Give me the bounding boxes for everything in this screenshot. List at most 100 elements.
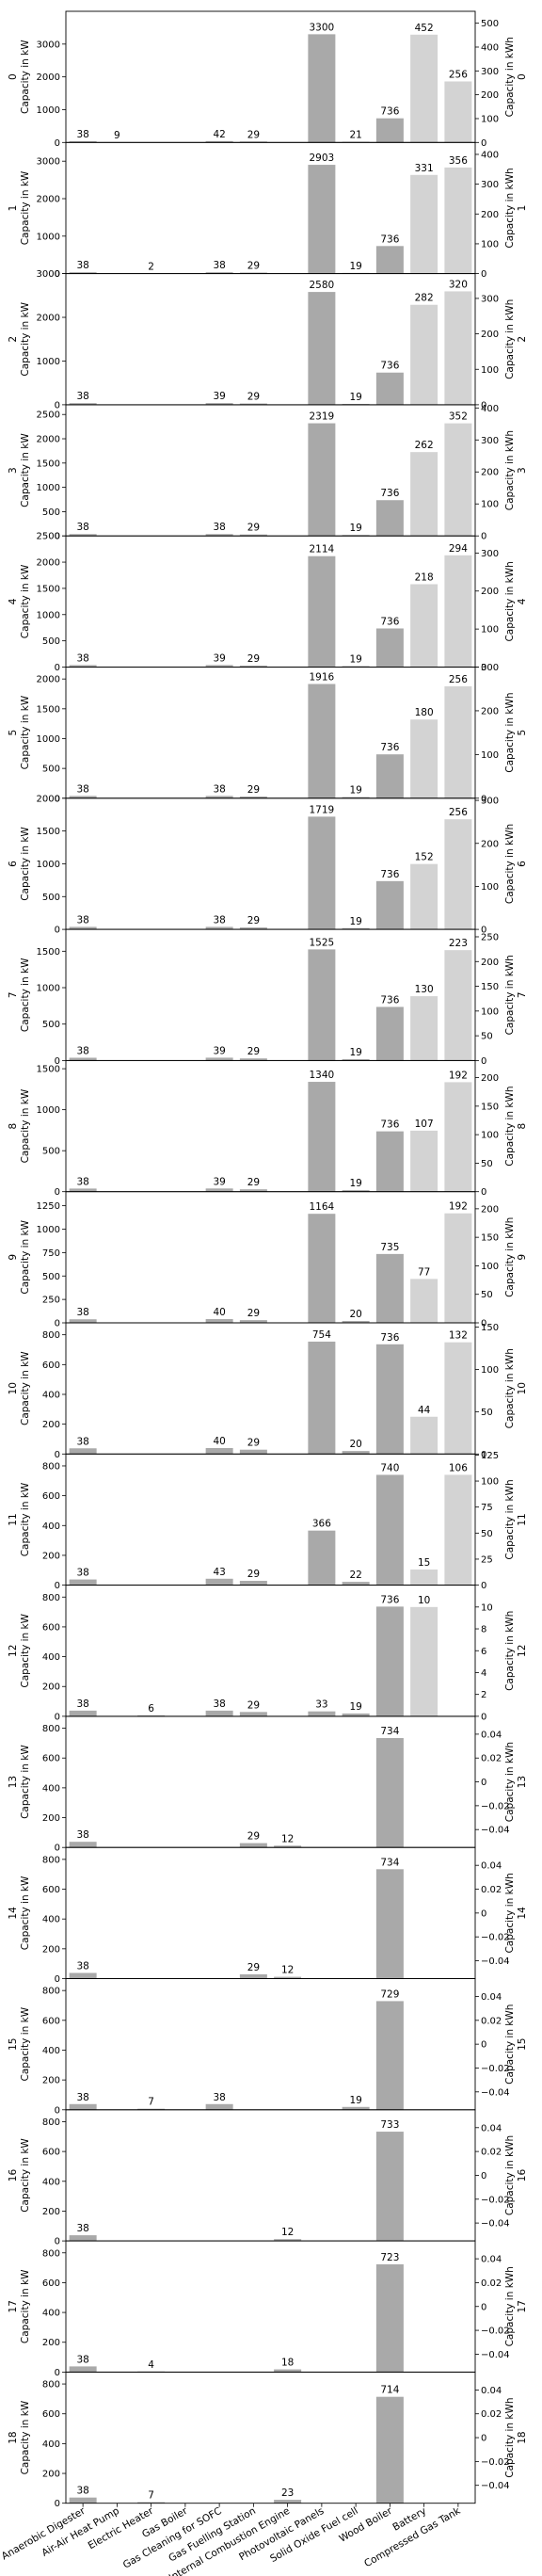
panel-name-right: 12 xyxy=(517,1645,528,1657)
left-tick-label: 0 xyxy=(55,1843,60,1854)
left-tick-label: 400 xyxy=(42,1915,60,1925)
right-tick-label: 200 xyxy=(481,330,499,340)
left-tick-label: 200 xyxy=(42,2076,60,2086)
panel-9: 38 40 29 1164 20 735 77 192 0 250 500 750 1000 1250 0 5… xyxy=(8,1191,528,1329)
data-label: 107 xyxy=(415,1119,434,1130)
bar-anaerobic-digester xyxy=(69,1710,97,1716)
bar-compressed-gas-tank xyxy=(444,819,472,930)
left-tick-label: 2000 xyxy=(37,195,60,205)
left-axis-label: Capacity in kW xyxy=(20,695,31,769)
left-axis-label: Capacity in kW xyxy=(20,1876,31,1950)
right-tick-label: 0 xyxy=(481,532,486,542)
left-axis-label: Capacity in kW xyxy=(20,1219,31,1294)
data-label: 29 xyxy=(247,784,260,796)
panel-5: 38 38 291916197361802560500100015002000010… xyxy=(8,663,528,804)
data-label: 294 xyxy=(449,543,468,555)
left-tick-label: 1000 xyxy=(37,1105,60,1116)
data-label: 1340 xyxy=(310,1070,335,1081)
right-tick-label: −0.02 xyxy=(481,1933,510,1943)
right-tick-label: 150 xyxy=(481,982,499,992)
bar-compressed-gas-tank xyxy=(444,555,472,668)
data-label: 38 xyxy=(76,1699,88,1710)
bar-photovoltaic-panels xyxy=(308,1341,336,1455)
left-tick-label: 400 xyxy=(42,2439,60,2450)
right-tick-label: −0.04 xyxy=(481,2087,510,2098)
bar-anaerobic-digester xyxy=(69,403,97,405)
bar-gas-fuelling-station xyxy=(239,141,267,143)
panel-name-right: 7 xyxy=(517,991,528,998)
bar-wood-boiler xyxy=(375,880,404,930)
data-label: 29 xyxy=(247,129,260,140)
panel-13: 38 29 12 734 0 200 400 600 800 −0.04 −0.02 0 0.02 0.0… xyxy=(8,1715,528,1854)
data-label: 366 xyxy=(312,1519,331,1530)
data-label: 256 xyxy=(449,674,468,685)
left-tick-label: 1000 xyxy=(37,357,60,367)
bar-battery xyxy=(410,1570,438,1586)
left-tick-label: 1000 xyxy=(37,984,60,994)
left-tick-label: 0 xyxy=(55,1712,60,1722)
left-tick-label: 0 xyxy=(55,1319,60,1329)
right-tick-label: 75 xyxy=(481,1503,493,1513)
data-label: 20 xyxy=(349,1309,361,1320)
right-tick-label: 300 xyxy=(481,663,499,673)
data-label: 1525 xyxy=(310,937,335,948)
data-label: 6 xyxy=(148,1703,154,1715)
right-tick-label: −0.02 xyxy=(481,2457,510,2468)
data-label: 77 xyxy=(418,1266,430,1278)
bar-solid-oxide-fuel-cell xyxy=(342,927,370,930)
bar-gas-fuelling-station xyxy=(239,403,267,405)
panel-name-left: 17 xyxy=(8,2300,19,2312)
left-tick-label: 1000 xyxy=(37,860,60,870)
panel-4: 38 39 292114197362182940500100015002000250… xyxy=(8,532,528,673)
right-tick-label: 0 xyxy=(481,2302,486,2312)
bar-compressed-gas-tank xyxy=(444,1213,472,1323)
panel-name-right: 2 xyxy=(517,336,528,343)
data-label: 12 xyxy=(281,1833,294,1844)
data-label: 38 xyxy=(76,1436,88,1447)
data-label: 1164 xyxy=(310,1201,335,1213)
data-label: 42 xyxy=(213,129,225,140)
bar-internal-combustion-engine xyxy=(274,1845,302,1848)
data-label: 38 xyxy=(76,391,88,402)
data-label: 29 xyxy=(247,1046,260,1057)
panel-name-left: 18 xyxy=(8,2431,19,2443)
left-tick-label: 400 xyxy=(42,1783,60,1794)
bar-gas-cleaning-for-sofc xyxy=(205,1188,233,1192)
data-label: 736 xyxy=(380,1119,399,1131)
right-tick-label: 100 xyxy=(481,239,499,250)
bar-wood-boiler xyxy=(375,1253,404,1323)
right-tick-label: 400 xyxy=(481,404,499,414)
bar-internal-combustion-engine xyxy=(274,2500,302,2504)
left-tick-label: 2000 xyxy=(37,72,60,83)
panel-name-left: 2 xyxy=(8,336,19,343)
right-tick-label: 200 xyxy=(481,90,499,101)
left-tick-label: 200 xyxy=(42,2207,60,2217)
bar-anaerobic-digester xyxy=(69,1972,97,1979)
right-tick-label: 0 xyxy=(481,2171,486,2182)
right-tick-label: 50 xyxy=(481,1290,493,1300)
bar-gas-fuelling-station xyxy=(239,1189,267,1192)
right-tick-label: 0 xyxy=(481,1712,486,1722)
left-tick-label: 1500 xyxy=(37,584,60,594)
bar-gas-fuelling-station xyxy=(239,534,267,537)
data-label: 29 xyxy=(247,1962,260,1973)
data-label: 736 xyxy=(380,361,399,372)
right-tick-label: −0.02 xyxy=(481,2064,510,2074)
data-label: 38 xyxy=(213,914,225,926)
right-tick-label: 50 xyxy=(481,1032,493,1042)
bar-wood-boiler xyxy=(375,754,404,798)
panel-name-left: 15 xyxy=(8,2038,19,2051)
data-label: 19 xyxy=(349,261,361,272)
left-tick-label: 600 xyxy=(42,2148,60,2158)
left-axis-label: Capacity in kW xyxy=(20,40,31,114)
left-axis-label: Capacity in kW xyxy=(20,2400,31,2474)
right-axis-label: Capacity in kWh xyxy=(504,692,516,772)
left-tick-label: 800 xyxy=(42,2248,60,2259)
right-tick-label: 100 xyxy=(481,1477,499,1488)
data-label: 180 xyxy=(415,707,434,718)
data-label: 38 xyxy=(76,2486,88,2497)
bar-gas-fuelling-station xyxy=(239,927,267,930)
bar-wood-boiler xyxy=(375,500,404,537)
right-tick-label: 0 xyxy=(481,663,486,673)
panel-name-right: 17 xyxy=(517,2300,528,2312)
